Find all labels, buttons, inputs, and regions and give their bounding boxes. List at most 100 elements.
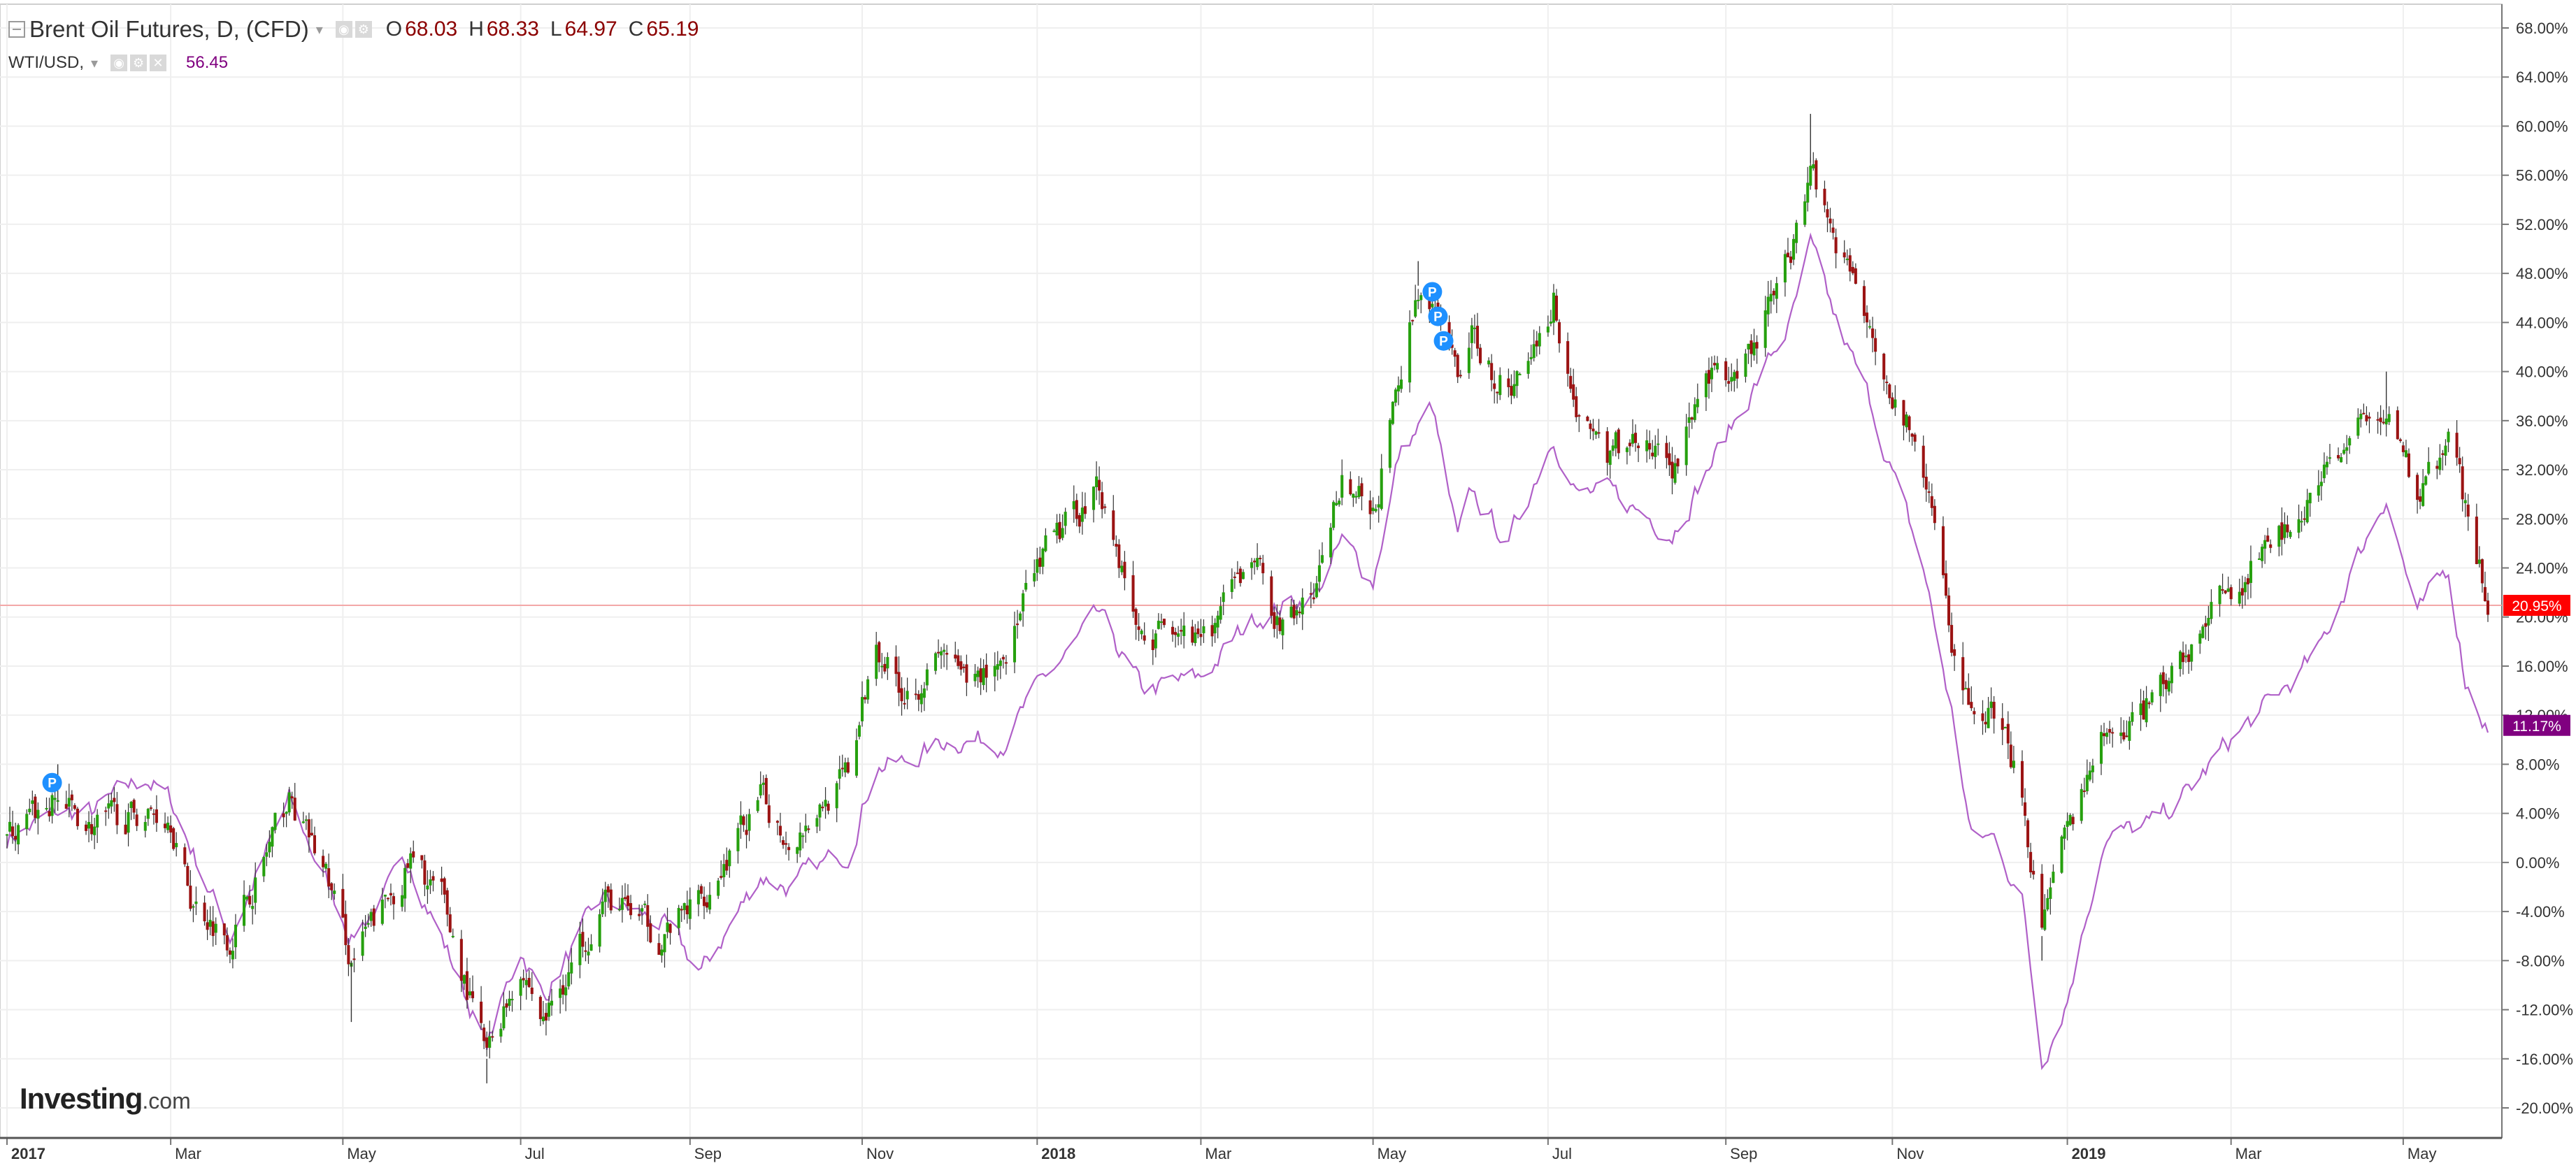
settings-icon[interactable]: ⚙ [130,55,148,71]
candle [2131,702,2134,726]
candle [293,783,296,821]
candle [561,974,565,1004]
y-tick-label: 32.00% [2516,461,2568,479]
candle [1295,604,1298,625]
candle [2099,725,2103,775]
candle-body [866,679,870,700]
event-marker[interactable]: P [42,772,62,793]
candle [2424,475,2428,486]
main-symbol-label[interactable]: Brent Oil Futures, D, (CFD) [29,16,309,42]
candle-body [857,725,861,737]
candle-body [1967,688,1970,705]
candle-body [189,886,192,909]
candle [440,866,443,895]
candle [626,884,630,911]
candle [149,805,152,812]
candle [2026,818,2030,858]
wti-series-line [6,232,2489,1070]
candle-body [1744,353,1747,377]
eye-icon[interactable]: ◉ [110,55,128,71]
candle-body [985,664,988,678]
candle [372,904,375,932]
event-marker[interactable]: P [1433,331,1454,351]
candle-body [293,798,296,821]
event-marker[interactable]: P [1428,306,1448,326]
candle-body [1374,509,1378,512]
candle [646,894,650,942]
candle [1755,335,1759,364]
y-tick-label: 16.00% [2516,658,2568,675]
compare-symbol-label[interactable]: WTI/USD, [8,53,84,72]
collapse-icon[interactable] [8,21,25,38]
candle-body [403,867,407,899]
candle [1490,354,1494,391]
candle-body [485,1037,489,1048]
candle-body [1357,486,1361,498]
candle [1038,546,1042,575]
candle-body [25,814,29,830]
settings-icon[interactable]: ⚙ [355,21,372,38]
candle [2463,492,2467,517]
candle [468,977,471,999]
event-marker-label: P [1428,285,1437,300]
candle-body [801,835,805,837]
candle-body [364,926,367,930]
candle-body [1377,504,1380,508]
event-marker[interactable]: P [1422,282,1443,302]
candle-body [1842,252,1846,258]
candle-body [1391,401,1394,424]
candle [211,906,215,947]
candle [519,976,522,1011]
candle-body [113,798,116,802]
x-tick-label: May [2407,1145,2437,1162]
candle-body [1498,375,1502,396]
candle-body [135,814,138,826]
candle [96,809,99,844]
candle [1670,447,1674,495]
candle-body [420,855,424,860]
candle-body [1961,657,1965,691]
candle-body [1769,294,1773,302]
candle-body [1594,431,1598,435]
candle-body [699,886,703,894]
close-icon[interactable]: ✕ [150,55,167,71]
candle-body [643,903,647,905]
candle [1360,477,1364,511]
chevron-down-icon[interactable]: ▾ [315,22,323,38]
y-tick-label: 44.00% [2516,314,2568,331]
candle-body [1019,613,1022,621]
candle-body [14,836,17,840]
candle-body [1261,563,1265,574]
candle-body [982,668,985,686]
candle-body [2280,522,2284,540]
candle [1467,332,1471,379]
eye-icon[interactable]: ◉ [335,21,352,38]
candle-body [756,800,759,812]
candle [959,655,963,676]
candle-body [854,740,858,776]
candle [2325,456,2328,475]
candle [706,895,709,913]
candle-body [2243,582,2247,593]
candle-body [835,783,838,809]
candle-body [2145,698,2148,723]
candle-body [824,800,827,807]
candle-body [1289,606,1293,618]
candle [906,677,909,709]
y-tick-label: 4.00% [2516,805,2559,823]
chevron-down-icon[interactable]: ▾ [91,55,99,71]
candle [2317,470,2320,503]
candle [1270,570,1273,624]
candle [1665,435,1668,469]
candle-body [2398,439,2402,441]
candle-body [307,819,310,837]
candle [1396,376,1400,405]
candle [1289,598,1293,619]
candle [2359,409,2363,428]
candle [1795,219,1798,254]
candle [1648,430,1652,460]
candle-body [666,922,669,932]
candle [550,988,554,1016]
candle-body [1137,626,1140,630]
